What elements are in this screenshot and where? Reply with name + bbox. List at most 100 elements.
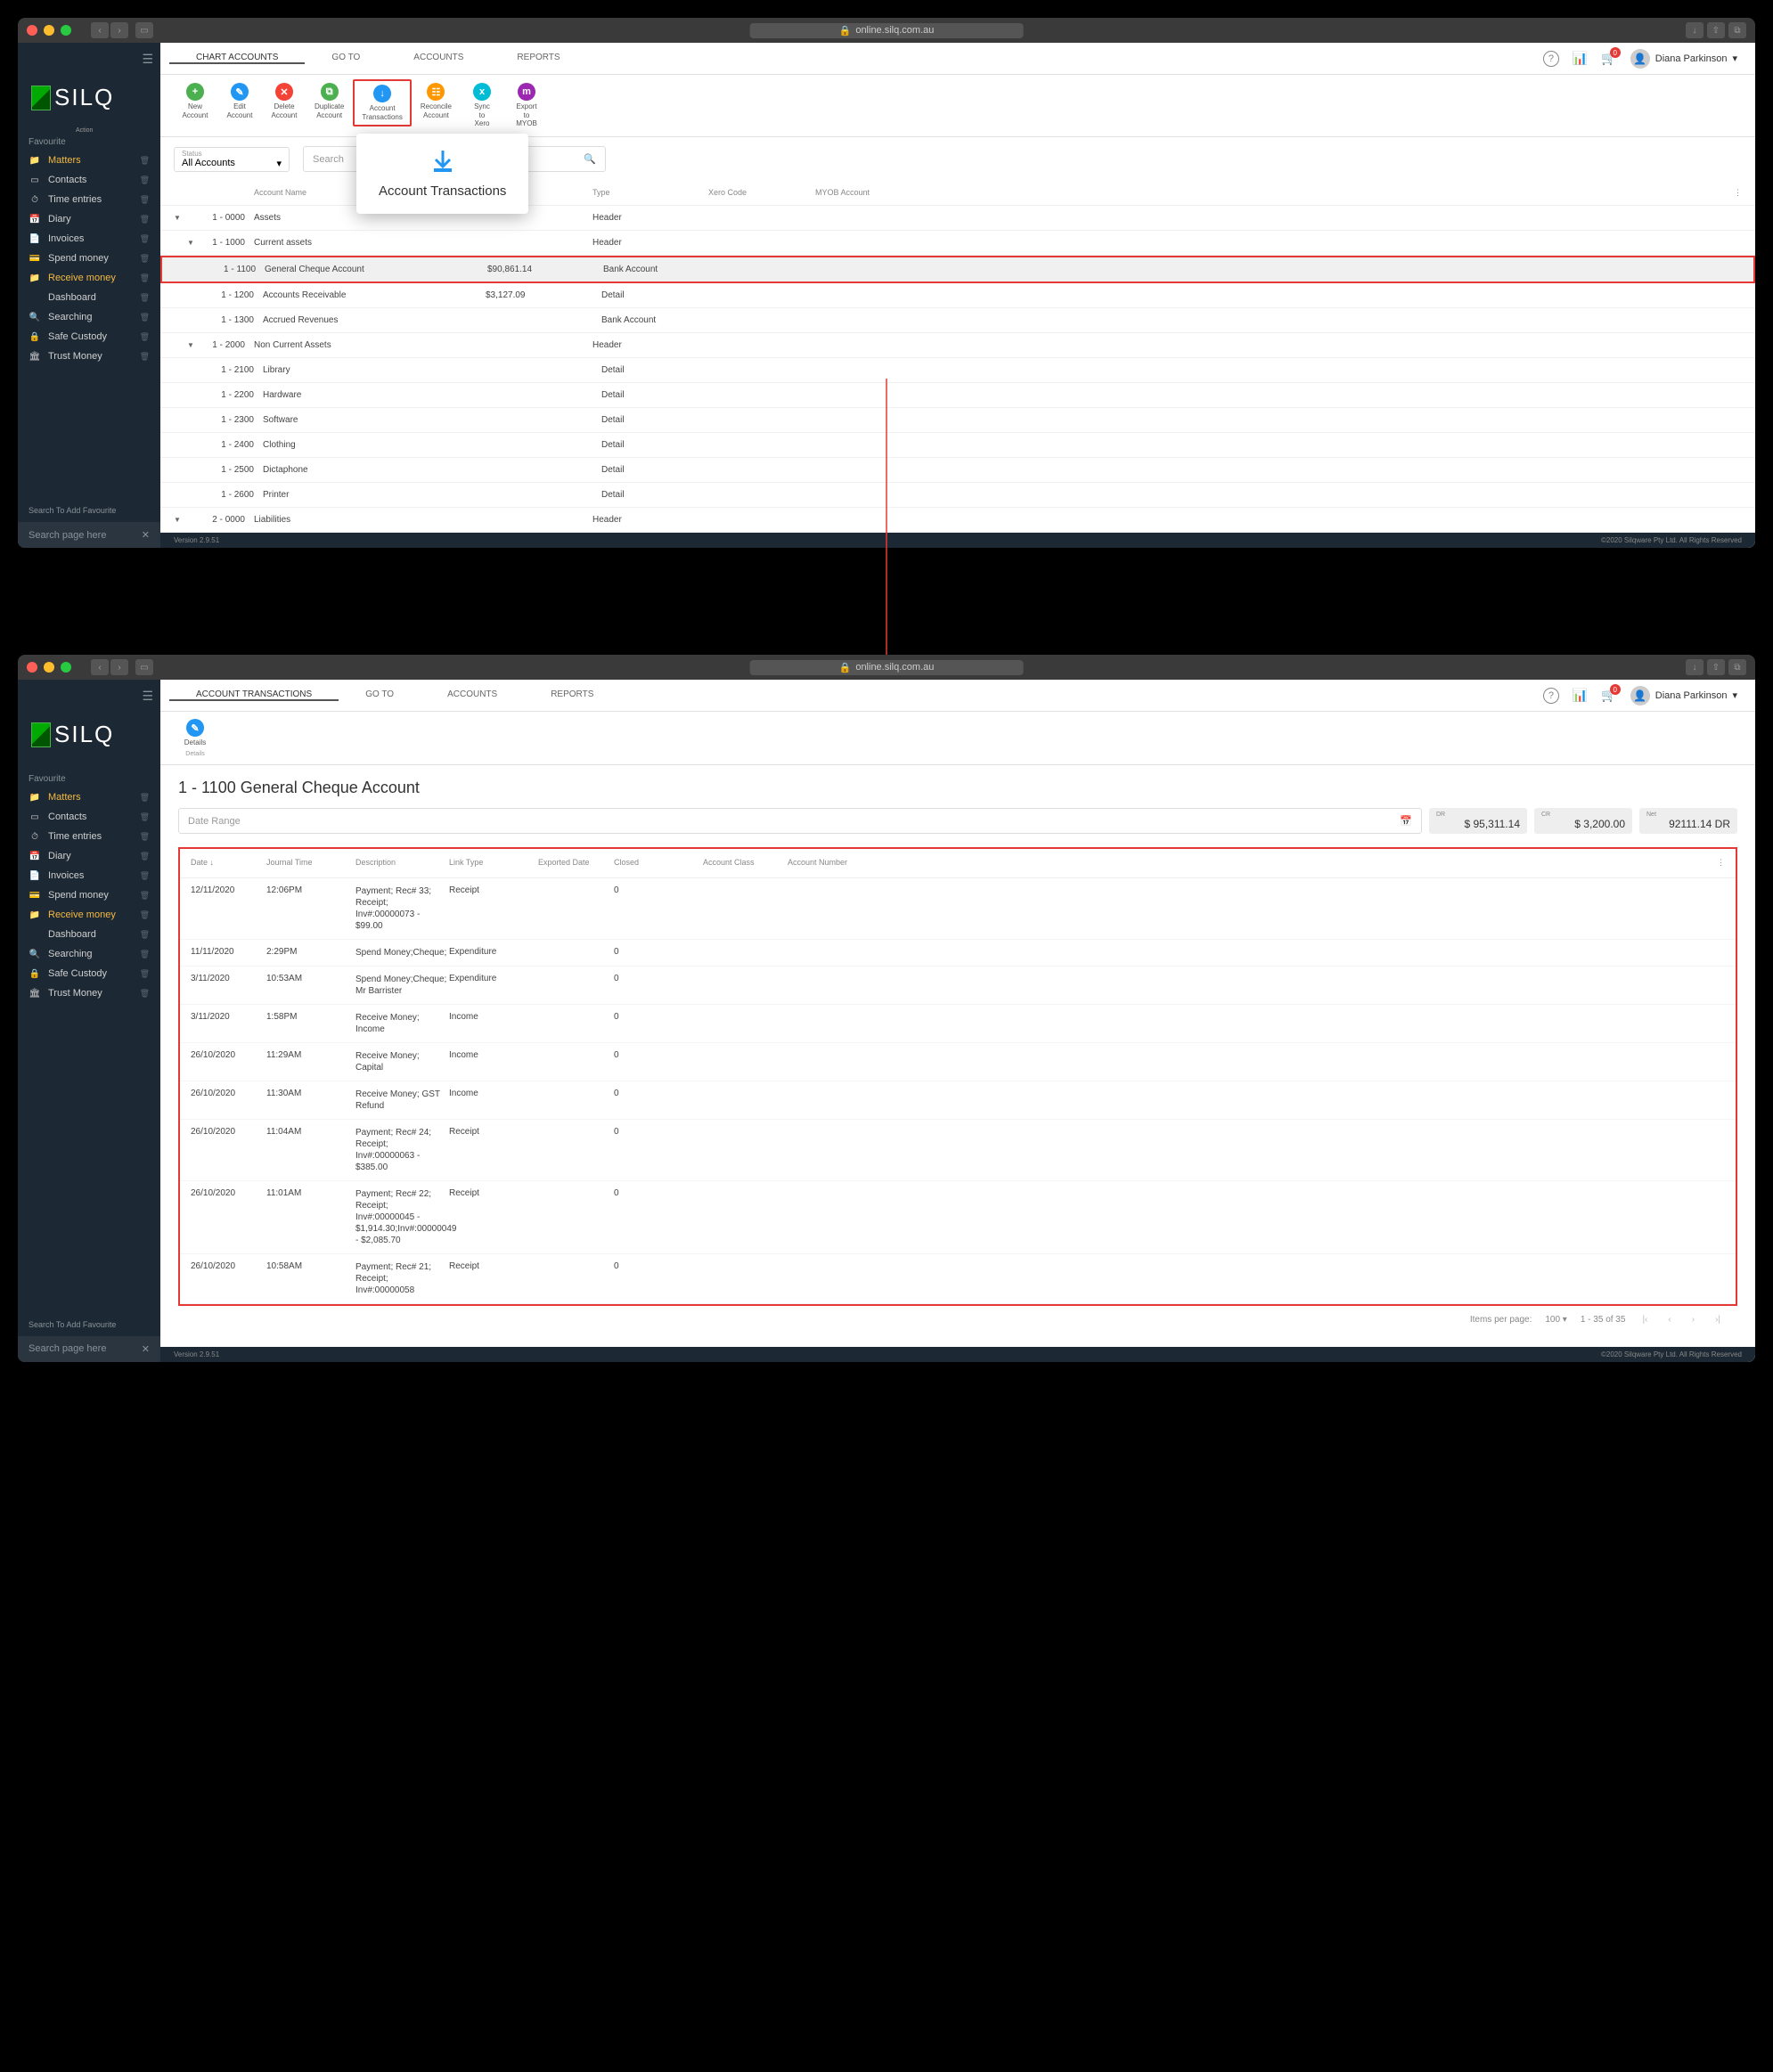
help-icon[interactable]: ? [1543, 51, 1559, 67]
delete-icon[interactable]: 🗑 [140, 969, 150, 979]
items-per-page-select[interactable]: 100 ▾ [1545, 1315, 1567, 1325]
table-row[interactable]: 1 - 2600 Printer Detail [160, 483, 1755, 508]
sidebar-item-searching[interactable]: 🔍Searching🗑 [18, 944, 160, 964]
back-button[interactable]: ‹ [91, 22, 109, 38]
tab-account-transactions[interactable]: ACCOUNT TRANSACTIONS [169, 689, 339, 701]
col-account-class[interactable]: Account Class [703, 858, 788, 869]
close-icon[interactable]: ✕ [142, 529, 150, 541]
back-button[interactable]: ‹ [91, 659, 109, 675]
transaction-row[interactable]: 26/10/2020 11:04AM Payment; Rec# 24; Rec… [180, 1120, 1736, 1181]
table-menu-icon[interactable]: ⋮ [1707, 858, 1725, 869]
last-page-button[interactable]: ›| [1712, 1315, 1724, 1325]
forward-button[interactable]: › [110, 22, 128, 38]
col-account-number[interactable]: Account Number [788, 858, 1707, 869]
delete-icon[interactable]: 🗑 [140, 313, 150, 322]
search-page[interactable]: Search page here ✕ [18, 1336, 160, 1362]
download-button[interactable]: ↓ [1686, 659, 1704, 675]
table-row[interactable]: 1 - 1100 General Cheque Account $90,861.… [160, 256, 1755, 283]
search-favourite[interactable]: Search To Add Favourite [18, 1313, 160, 1336]
delete-icon[interactable]: 🗑 [140, 352, 150, 362]
delete-icon[interactable]: 🗑 [140, 871, 150, 881]
delete-icon[interactable]: 🗑 [140, 234, 150, 244]
table-row[interactable]: 1 - 1200 Accounts Receivable $3,127.09 D… [160, 283, 1755, 308]
delete-icon[interactable]: 🗑 [140, 832, 150, 842]
tool-delete-account[interactable]: ✕DeleteAccount [263, 79, 306, 123]
sidebar-item-matters[interactable]: 📁Matters🗑 [18, 151, 160, 170]
tab-go-to[interactable]: GO TO [305, 53, 387, 62]
expand-icon[interactable]: ▼ [174, 516, 192, 524]
col-link-type[interactable]: Link Type [449, 858, 538, 869]
window-maximize[interactable] [61, 25, 71, 36]
sidebar-item-invoices[interactable]: 📄Invoices🗑 [18, 866, 160, 885]
share-button[interactable]: ⇧ [1707, 22, 1725, 38]
stats-icon[interactable]: 📊 [1573, 688, 1588, 703]
sidebar-item-time-entries[interactable]: ⏱Time entries🗑 [18, 190, 160, 209]
hamburger-icon[interactable]: ☰ [142, 689, 153, 704]
delete-icon[interactable]: 🗑 [140, 254, 150, 264]
delete-icon[interactable]: 🗑 [140, 812, 150, 822]
status-select[interactable]: Status All Accounts▾ [174, 147, 290, 172]
tab-reports[interactable]: REPORTS [490, 53, 586, 62]
sidebar-button[interactable]: ▭ [135, 659, 153, 675]
delete-icon[interactable]: 🗑 [140, 793, 150, 803]
table-row[interactable]: ▼ 2 - 0000 Liabilities Header [160, 508, 1755, 533]
delete-icon[interactable]: 🗑 [140, 156, 150, 166]
window-maximize[interactable] [61, 662, 71, 673]
share-button[interactable]: ⇧ [1707, 659, 1725, 675]
transaction-row[interactable]: 11/11/2020 2:29PM Spend Money;Cheque; Ex… [180, 940, 1736, 967]
sidebar-item-diary[interactable]: 📅Diary🗑 [18, 846, 160, 866]
sidebar-item-trust-money[interactable]: 🏛Trust Money🗑 [18, 347, 160, 366]
sidebar-item-spend-money[interactable]: 💳Spend money🗑 [18, 249, 160, 268]
sidebar-item-receive-money[interactable]: 📁Receive money🗑 [18, 268, 160, 288]
delete-icon[interactable]: 🗑 [140, 989, 150, 999]
col-exported[interactable]: Exported Date [538, 858, 614, 869]
tab-accounts[interactable]: ACCOUNTS [421, 689, 524, 699]
sidebar-item-dashboard[interactable]: Dashboard🗑 [18, 288, 160, 307]
expand-icon[interactable]: ▼ [174, 239, 192, 247]
delete-icon[interactable]: 🗑 [140, 930, 150, 940]
date-range-input[interactable]: Date Range 📅 [178, 808, 1422, 834]
delete-icon[interactable]: 🗑 [140, 332, 150, 342]
address-bar[interactable]: 🔒 online.silq.com.au [750, 23, 1024, 38]
window-minimize[interactable] [44, 25, 54, 36]
sidebar-item-spend-money[interactable]: 💳Spend money🗑 [18, 885, 160, 905]
notifications-icon[interactable]: 🛒0 [1601, 688, 1616, 703]
table-row[interactable]: 1 - 1300 Accrued Revenues Bank Account [160, 308, 1755, 333]
sidebar-item-time-entries[interactable]: ⏱Time entries🗑 [18, 827, 160, 846]
table-row[interactable]: 1 - 2400 Clothing Detail [160, 433, 1755, 458]
delete-icon[interactable]: 🗑 [140, 852, 150, 861]
prev-page-button[interactable]: ‹ [1664, 1315, 1674, 1325]
tab-chart-accounts[interactable]: CHART ACCOUNTS [169, 53, 305, 64]
tool-sync-to-xero[interactable]: xSynctoXero [461, 79, 503, 132]
table-menu-icon[interactable]: ⋮ [1724, 188, 1742, 198]
sidebar-item-receive-money[interactable]: 📁Receive money🗑 [18, 905, 160, 925]
transaction-row[interactable]: 26/10/2020 10:58AM Payment; Rec# 21; Rec… [180, 1254, 1736, 1304]
sidebar-item-contacts[interactable]: ▭Contacts🗑 [18, 170, 160, 190]
delete-icon[interactable]: 🗑 [140, 910, 150, 920]
tool-export-to-myob[interactable]: mExporttoMYOB [505, 79, 548, 132]
stats-icon[interactable]: 📊 [1573, 51, 1588, 66]
sidebar-item-contacts[interactable]: ▭Contacts🗑 [18, 807, 160, 827]
download-button[interactable]: ↓ [1686, 22, 1704, 38]
transaction-row[interactable]: 12/11/2020 12:06PM Payment; Rec# 33; Rec… [180, 878, 1736, 940]
sidebar-item-safe-custody[interactable]: 🔒Safe Custody🗑 [18, 964, 160, 983]
transaction-row[interactable]: 26/10/2020 11:01AM Payment; Rec# 22; Rec… [180, 1181, 1736, 1254]
delete-icon[interactable]: 🗑 [140, 215, 150, 224]
transaction-row[interactable]: 26/10/2020 11:29AM Receive Money; Capita… [180, 1043, 1736, 1081]
sidebar-item-matters[interactable]: 📁Matters🗑 [18, 787, 160, 807]
sidebar-button[interactable]: ▭ [135, 22, 153, 38]
user-menu[interactable]: 👤 Diana Parkinson ▾ [1630, 686, 1737, 706]
window-close[interactable] [27, 662, 37, 673]
forward-button[interactable]: › [110, 659, 128, 675]
sidebar-item-dashboard[interactable]: Dashboard🗑 [18, 925, 160, 944]
sidebar-item-invoices[interactable]: 📄Invoices🗑 [18, 229, 160, 249]
search-favourite[interactable]: Search To Add Favourite [18, 499, 160, 522]
search-page[interactable]: Search page here ✕ [18, 522, 160, 548]
tool-account-transactions[interactable]: ↓AccountTransactions [353, 79, 412, 126]
user-menu[interactable]: 👤 Diana Parkinson ▾ [1630, 49, 1737, 69]
table-row[interactable]: 1 - 2100 Library Detail [160, 358, 1755, 383]
delete-icon[interactable]: 🗑 [140, 950, 150, 959]
tabs-button[interactable]: ⧉ [1728, 22, 1746, 38]
tool-new-account[interactable]: +NewAccount [174, 79, 217, 123]
tool-reconcile-account[interactable]: ☷ReconcileAccount [413, 79, 459, 123]
